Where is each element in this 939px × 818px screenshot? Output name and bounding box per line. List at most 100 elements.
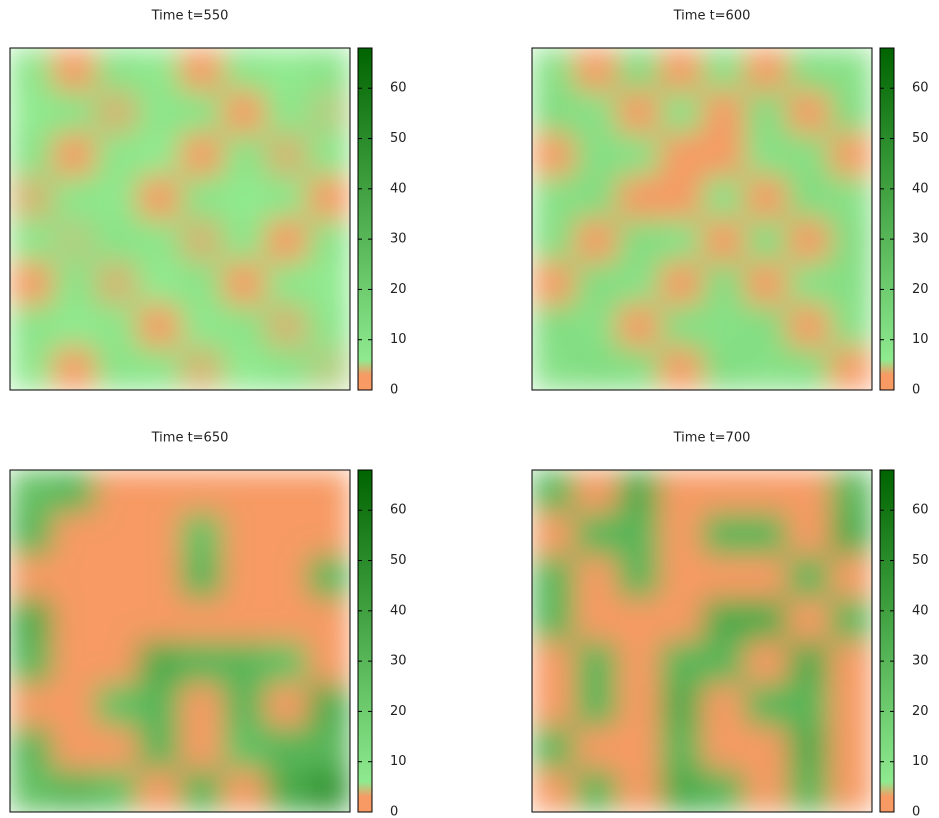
- heatmap-cell: [180, 769, 223, 812]
- colorbar-tick-label: 0: [912, 805, 920, 818]
- heatmap-cell: [532, 305, 575, 348]
- heatmap-cell: [53, 513, 96, 556]
- heatmap-cell: [660, 727, 703, 770]
- heatmap-cell: [660, 134, 703, 177]
- heatmap-cell: [265, 641, 308, 684]
- heatmap-cell: [265, 769, 308, 812]
- heatmap-cell: [53, 134, 96, 177]
- heatmap-cell: [95, 470, 138, 513]
- heatmap-cell: [532, 513, 575, 556]
- heatmap: [10, 48, 351, 391]
- heatmap-cell: [308, 305, 351, 348]
- heatmap-cell: [53, 727, 96, 770]
- heatmap-cell: [575, 91, 618, 134]
- heatmap-cell: [617, 556, 660, 599]
- heatmap-cell: [308, 684, 351, 727]
- heatmap-cell: [575, 727, 618, 770]
- heatmap-cell: [830, 727, 873, 770]
- colorbar-tick-label: 10: [390, 754, 407, 769]
- colorbar: [358, 470, 372, 812]
- heatmap-cell: [265, 48, 308, 91]
- heatmap-cell: [180, 305, 223, 348]
- heatmap-cell: [223, 727, 266, 770]
- heatmap-cell: [180, 727, 223, 770]
- heatmap-cell: [180, 470, 223, 513]
- heatmap-cell: [745, 305, 788, 348]
- heatmap-cell: [10, 176, 53, 219]
- heatmap-cell: [53, 470, 96, 513]
- colorbar-tick-label: 50: [390, 131, 407, 146]
- heatmap-cell: [138, 305, 181, 348]
- panel-title: Time t=600: [673, 9, 751, 24]
- heatmap-cell: [95, 347, 138, 390]
- heatmap-cell: [702, 769, 745, 812]
- heatmap-cell: [308, 347, 351, 390]
- heatmap-cell: [10, 347, 53, 390]
- heatmap-cell: [95, 305, 138, 348]
- heatmap-cell: [95, 219, 138, 262]
- heatmap-cell: [95, 48, 138, 91]
- heatmap-cell: [745, 219, 788, 262]
- heatmap-cell: [830, 769, 873, 812]
- heatmap-cell: [223, 769, 266, 812]
- heatmap-cell: [95, 91, 138, 134]
- heatmap-cell: [575, 598, 618, 641]
- heatmap-cell: [787, 470, 830, 513]
- heatmap-cell: [830, 91, 873, 134]
- heatmap-cell: [617, 48, 660, 91]
- colorbar-tick-label: 30: [390, 232, 407, 247]
- heatmap-cell: [53, 769, 96, 812]
- heatmap-cell: [138, 48, 181, 91]
- heatmap-cell: [830, 134, 873, 177]
- heatmap-cell: [830, 262, 873, 305]
- heatmap-cell: [10, 470, 53, 513]
- heatmap: [10, 470, 351, 813]
- heatmap-cell: [180, 347, 223, 390]
- heatmap-cell: [787, 219, 830, 262]
- heatmap-cell: [575, 470, 618, 513]
- heatmap-cell: [617, 219, 660, 262]
- heatmap-cell: [660, 262, 703, 305]
- heatmap-cell: [745, 176, 788, 219]
- heatmap-cell: [830, 305, 873, 348]
- heatmap-cell: [575, 134, 618, 177]
- heatmap-cell: [787, 262, 830, 305]
- heatmap-cell: [745, 556, 788, 599]
- heatmap-cell: [265, 262, 308, 305]
- heatmap-cell: [180, 598, 223, 641]
- colorbar-tick-label: 20: [912, 704, 929, 719]
- colorbar-tick-label: 40: [912, 181, 929, 196]
- heatmap-cell: [180, 556, 223, 599]
- heatmap-cell: [265, 91, 308, 134]
- heatmap-cell: [660, 91, 703, 134]
- heatmap-cell: [265, 470, 308, 513]
- heatmap-cell: [223, 556, 266, 599]
- heatmap-cell: [702, 219, 745, 262]
- heatmap-cell: [745, 48, 788, 91]
- heatmap-cell: [53, 48, 96, 91]
- heatmap-cell: [787, 134, 830, 177]
- heatmap-cell: [660, 219, 703, 262]
- chart: Time t=5500102030405060Time t=6000102030…: [0, 0, 939, 818]
- heatmap-cell: [617, 641, 660, 684]
- heatmap-cell: [53, 219, 96, 262]
- heatmap-cell: [660, 470, 703, 513]
- heatmap-cell: [138, 262, 181, 305]
- heatmap-cell: [53, 176, 96, 219]
- colorbar-tick-label: 50: [912, 131, 929, 146]
- colorbar-tick-label: 0: [390, 383, 398, 398]
- heatmap-cell: [308, 470, 351, 513]
- colorbar-tick-label: 60: [390, 81, 407, 96]
- heatmap-cell: [745, 91, 788, 134]
- heatmap-cell: [575, 641, 618, 684]
- heatmap-cell: [660, 641, 703, 684]
- heatmap-cell: [10, 262, 53, 305]
- heatmap-cell: [532, 684, 575, 727]
- heatmap-cell: [532, 598, 575, 641]
- panel-title: Time t=700: [673, 431, 751, 446]
- heatmap-cell: [138, 219, 181, 262]
- heatmap-cell: [617, 684, 660, 727]
- heatmap-cell: [702, 556, 745, 599]
- heatmap-cell: [660, 347, 703, 390]
- heatmap-cell: [308, 176, 351, 219]
